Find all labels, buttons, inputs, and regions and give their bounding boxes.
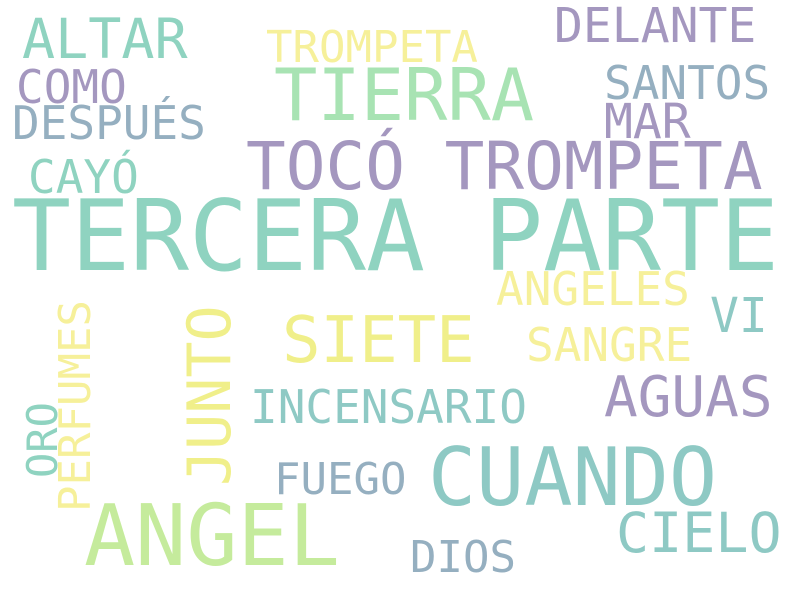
- word-altar: ALTAR: [22, 7, 188, 71]
- word-mar: MAR: [604, 94, 691, 150]
- word-despues: DESPUÉS: [12, 96, 206, 150]
- word-oro: ORO: [18, 402, 67, 478]
- word-tierra: TIERRA: [274, 53, 535, 137]
- word-delante: DELANTE: [554, 0, 757, 54]
- word-siete: SIETE: [282, 304, 475, 378]
- word-cielo: CIELO: [616, 501, 782, 565]
- word-cuando: CUANDO: [428, 431, 717, 524]
- word-dios: DIOS: [410, 532, 516, 583]
- word-aguas: AGUAS: [604, 365, 773, 430]
- word-santos: SANTOS: [604, 56, 771, 110]
- word-angel: ANGEL: [84, 487, 340, 586]
- word-incensario: INCENSARIO: [250, 380, 527, 434]
- word-vi: VI: [710, 288, 768, 344]
- word-cayo: CAYÓ: [28, 150, 139, 204]
- word-angeles: ANGELES: [496, 262, 690, 316]
- word-junto: JUNTO: [175, 305, 245, 486]
- word-fuego: FUEGO: [274, 454, 407, 505]
- word-trompeta: TROMPETA: [266, 22, 478, 73]
- word-tercera-parte: TERCERA PARTE: [12, 180, 780, 294]
- word-sangre: SANGRE: [526, 318, 693, 372]
- word-toco-trompeta: TOCÓ TROMPETA: [246, 128, 763, 205]
- word-como: COMO: [16, 60, 127, 114]
